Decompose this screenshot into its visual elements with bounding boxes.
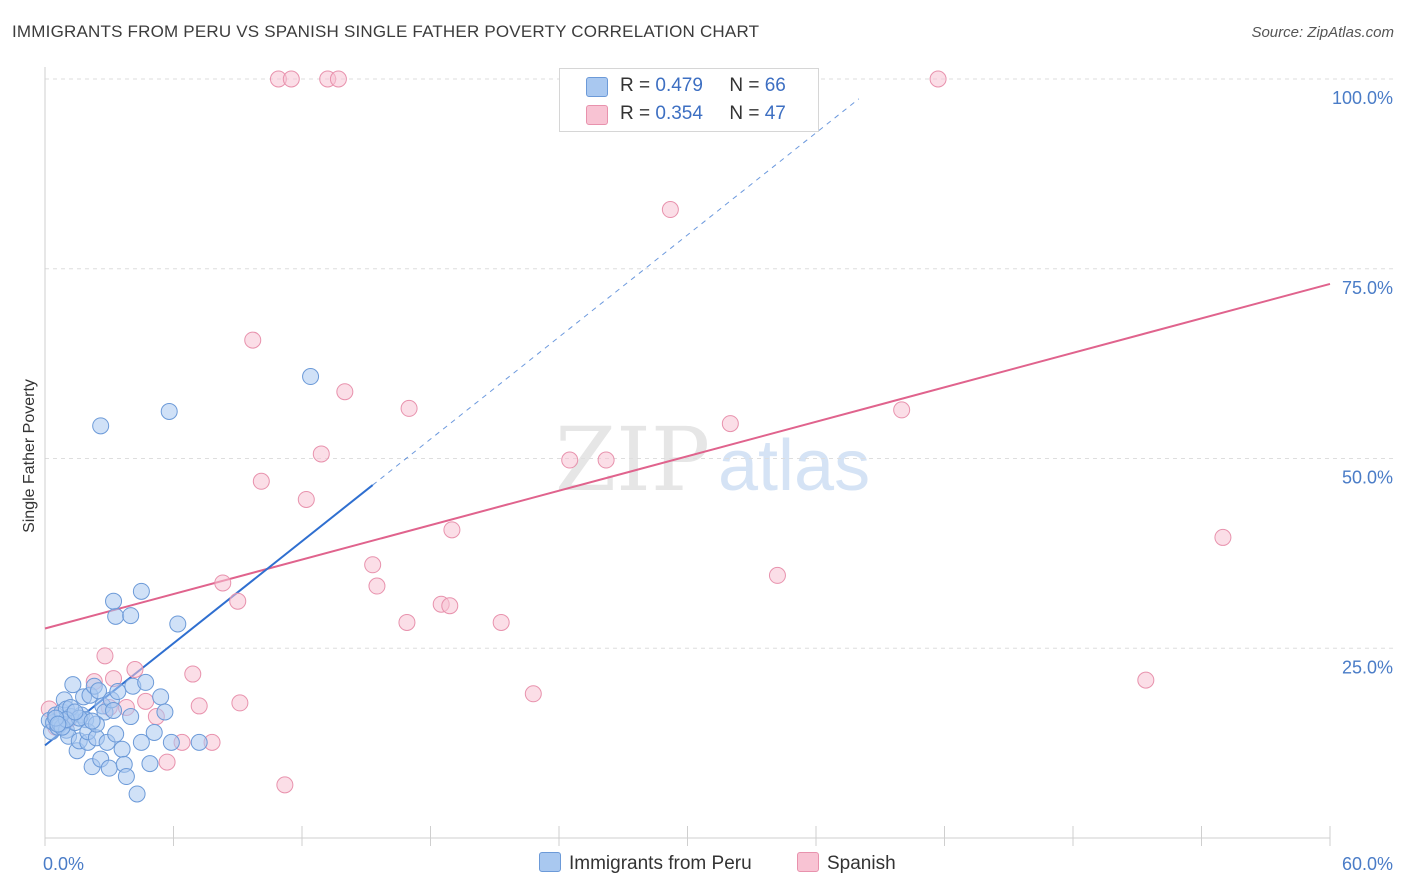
point-spanish xyxy=(158,753,176,771)
point-spanish xyxy=(231,694,249,712)
point-spanish xyxy=(184,665,202,683)
point-spanish xyxy=(400,399,418,417)
spanish-r-label: R = xyxy=(620,103,651,124)
point-peru xyxy=(113,740,131,758)
point-peru xyxy=(132,733,150,751)
point-spanish xyxy=(768,566,786,584)
gridlines xyxy=(45,78,1395,649)
stats-legend: R = 0.479 N = 66 R = 0.354 N = 47 xyxy=(559,68,819,132)
y-tick-label: 25.0% xyxy=(1342,657,1393,677)
point-spanish xyxy=(1214,528,1232,546)
point-peru xyxy=(117,768,135,786)
peru-r-label: R = xyxy=(620,75,651,96)
point-spanish xyxy=(214,574,232,592)
point-peru xyxy=(83,712,101,730)
watermark-zip: ZIP xyxy=(555,408,710,511)
legend-spanish-swatch xyxy=(797,852,819,872)
spanish-n-value: 47 xyxy=(764,103,786,124)
point-peru xyxy=(66,703,84,721)
point-spanish xyxy=(661,201,679,219)
peru-r-value: 0.479 xyxy=(655,75,703,96)
point-spanish xyxy=(492,613,510,631)
point-peru xyxy=(122,607,140,625)
point-spanish xyxy=(368,577,386,595)
x-tick-label-max: 60.0% xyxy=(1342,854,1393,874)
point-spanish xyxy=(561,451,579,469)
spanish-n-label: N = xyxy=(729,103,760,124)
legend-spanish-label: Spanish xyxy=(827,853,896,874)
point-spanish xyxy=(297,490,315,508)
point-peru xyxy=(132,582,150,600)
point-peru xyxy=(122,708,140,726)
point-peru xyxy=(156,703,174,721)
y-tick-label: 75.0% xyxy=(1342,278,1393,298)
trend-spanish xyxy=(44,282,1331,630)
point-spanish xyxy=(443,521,461,539)
point-peru xyxy=(137,673,155,691)
point-peru xyxy=(160,402,178,420)
tick-labels: 25.0% 50.0% 75.0% 100.0% 0.0% 60.0% xyxy=(43,88,1393,874)
point-peru xyxy=(107,607,125,625)
point-peru xyxy=(100,759,118,777)
point-spanish xyxy=(524,685,542,703)
x-tick-label-min: 0.0% xyxy=(43,854,84,874)
y-tick-label: 50.0% xyxy=(1342,468,1393,488)
point-spanish xyxy=(336,383,354,401)
point-peru xyxy=(107,725,125,743)
legend-item-peru[interactable]: Immigrants from Peru xyxy=(539,852,752,875)
point-peru xyxy=(105,701,123,719)
point-spanish xyxy=(137,692,155,710)
data-points xyxy=(40,70,1232,803)
point-spanish xyxy=(1137,671,1155,689)
legend-peru-swatch xyxy=(539,852,561,872)
y-tick-label: 100.0% xyxy=(1332,88,1393,108)
point-peru xyxy=(190,733,208,751)
point-spanish xyxy=(893,401,911,419)
point-spanish xyxy=(282,70,300,88)
legend-peru-label: Immigrants from Peru xyxy=(569,853,752,874)
point-peru xyxy=(169,615,187,633)
point-peru xyxy=(128,785,146,803)
point-peru xyxy=(49,715,67,733)
trend-peru-extension xyxy=(372,98,860,486)
point-spanish xyxy=(312,445,330,463)
watermark-atlas: atlas xyxy=(718,426,870,506)
point-peru xyxy=(105,592,123,610)
point-spanish xyxy=(398,613,416,631)
legend-item-spanish[interactable]: Spanish xyxy=(797,852,896,875)
point-spanish xyxy=(244,331,262,349)
point-peru xyxy=(109,683,127,701)
point-spanish xyxy=(96,647,114,665)
chart-title: IMMIGRANTS FROM PERU VS SPANISH SINGLE F… xyxy=(12,22,760,41)
point-spanish xyxy=(126,661,144,679)
point-spanish xyxy=(721,415,739,433)
point-spanish xyxy=(190,697,208,715)
peru-n-value: 66 xyxy=(764,75,786,96)
point-peru xyxy=(145,723,163,741)
point-spanish xyxy=(229,592,247,610)
spanish-swatch xyxy=(586,105,608,125)
point-spanish xyxy=(364,556,382,574)
spanish-r-value: 0.354 xyxy=(655,103,703,124)
peru-swatch xyxy=(586,77,608,97)
peru-n-label: N = xyxy=(729,75,760,96)
point-peru xyxy=(92,417,110,435)
point-spanish xyxy=(597,451,615,469)
point-spanish xyxy=(441,597,459,615)
point-peru xyxy=(162,733,180,751)
point-spanish xyxy=(329,70,347,88)
point-peru xyxy=(141,755,159,773)
point-peru xyxy=(64,676,82,694)
point-spanish xyxy=(252,472,270,490)
point-spanish xyxy=(929,70,947,88)
point-peru xyxy=(302,368,320,386)
source-label: Source: ZipAtlas.com xyxy=(1251,24,1394,41)
y-axis-label: Single Father Poverty xyxy=(21,379,38,533)
point-peru xyxy=(152,688,170,706)
point-spanish xyxy=(276,776,294,794)
